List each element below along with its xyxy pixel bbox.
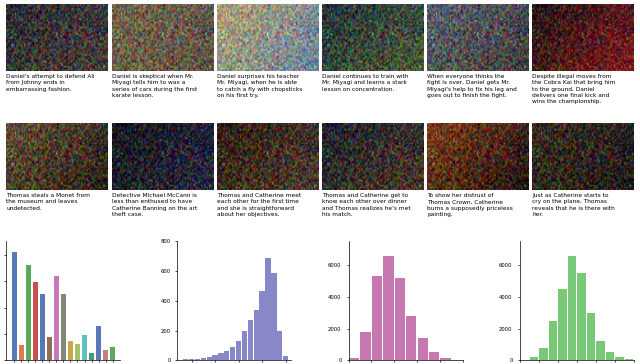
Bar xyxy=(383,256,394,360)
Bar xyxy=(195,359,200,360)
Bar xyxy=(218,353,223,360)
Bar xyxy=(61,294,66,360)
Bar xyxy=(54,276,59,360)
Text: When everyone thinks the
fight is over, Daniel gets Mr.
Miyagi's help to fix his: When everyone thinks the fight is over, … xyxy=(428,74,517,98)
Bar xyxy=(577,273,586,360)
Bar xyxy=(605,352,614,360)
Bar xyxy=(596,341,605,360)
Text: Daniel is skeptical when Mr.
Miyagi tells him to wax a
series of cars during the: Daniel is skeptical when Mr. Miyagi tell… xyxy=(111,74,197,98)
Bar xyxy=(529,357,538,360)
Bar xyxy=(615,357,623,360)
Bar xyxy=(242,331,247,360)
Text: Daniel surprises his teacher
Mr. Miyagi, when he is able
to catch a fly with cho: Daniel surprises his teacher Mr. Miyagi,… xyxy=(217,74,302,98)
Bar xyxy=(568,256,576,360)
Bar xyxy=(40,294,45,360)
Bar xyxy=(417,338,428,360)
Bar xyxy=(236,341,241,360)
Bar xyxy=(33,282,38,360)
Text: Thomas steals a Monet from
the museum and leaves
undetected.: Thomas steals a Monet from the museum an… xyxy=(6,193,90,210)
Bar xyxy=(429,352,439,360)
Text: Detective Michael McCann is
less than enthused to have
Catherine Banning on the : Detective Michael McCann is less than en… xyxy=(111,193,197,217)
Text: Daniel's attempt to defend Ali
from Johnny ends in
embarrassing fashion.: Daniel's attempt to defend Ali from John… xyxy=(6,74,95,92)
Bar xyxy=(253,310,259,360)
Bar xyxy=(372,276,382,360)
Text: Thomas and Catherine meet
each other for the first time
and she is straightforwa: Thomas and Catherine meet each other for… xyxy=(217,193,301,217)
Bar xyxy=(103,351,108,360)
Bar xyxy=(283,356,288,360)
Bar xyxy=(47,337,52,360)
Bar xyxy=(248,320,253,360)
Text: Thomas and Catherine get to
know each other over dinner
and Thomas realizes he's: Thomas and Catherine get to know each ot… xyxy=(322,193,411,217)
Text: Just as Catherine starts to
cry on the plane, Thomas
reveals that he is there wi: Just as Catherine starts to cry on the p… xyxy=(532,193,615,217)
Text: To show her distrust of
Thomas Crown, Catherine
burns a supposedly priceless
pai: To show her distrust of Thomas Crown, Ca… xyxy=(428,193,513,217)
Bar xyxy=(259,290,265,360)
Bar xyxy=(68,341,73,360)
Bar xyxy=(539,348,548,360)
Bar xyxy=(110,347,115,360)
Bar xyxy=(12,252,17,360)
Bar xyxy=(558,289,566,360)
Bar xyxy=(201,358,206,360)
Bar xyxy=(266,258,271,360)
Text: Daniel continues to train with
Mr. Miyagi and learns a stark
lesson on concentra: Daniel continues to train with Mr. Miyag… xyxy=(322,74,408,92)
Bar xyxy=(89,353,94,360)
Text: Despite illegal moves from
the Cobra Kai that bring him
to the ground, Daniel
de: Despite illegal moves from the Cobra Kai… xyxy=(532,74,616,104)
Bar xyxy=(183,359,188,360)
Bar xyxy=(212,355,218,360)
Bar xyxy=(406,316,417,360)
Bar xyxy=(395,278,405,360)
Bar xyxy=(189,359,194,360)
Bar xyxy=(82,335,87,360)
Bar xyxy=(230,347,236,360)
Bar xyxy=(75,344,80,360)
Bar xyxy=(277,331,282,360)
Bar xyxy=(26,265,31,360)
Bar xyxy=(548,321,557,360)
Bar xyxy=(349,358,359,360)
Bar xyxy=(360,332,371,360)
Bar xyxy=(96,326,101,360)
Bar xyxy=(19,344,24,360)
Bar xyxy=(625,359,633,360)
Bar xyxy=(271,273,276,360)
Bar xyxy=(224,351,230,360)
Bar xyxy=(207,357,212,360)
Bar xyxy=(587,313,595,360)
Bar xyxy=(440,358,451,360)
